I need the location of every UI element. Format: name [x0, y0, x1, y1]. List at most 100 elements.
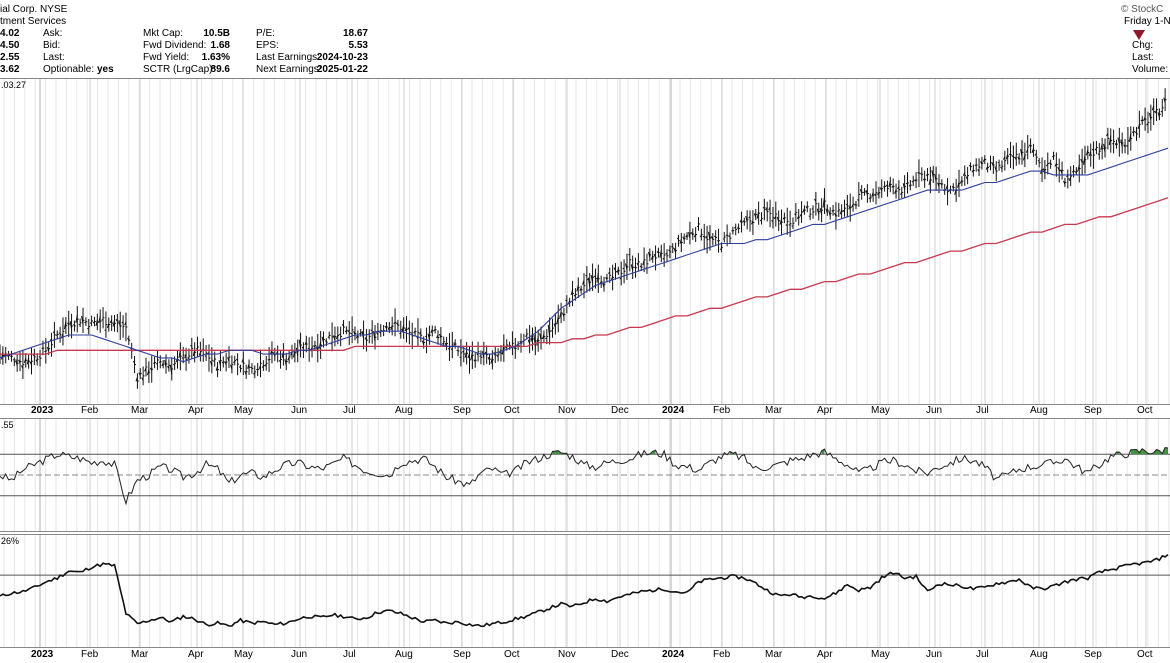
price-bar-open	[582, 280, 585, 285]
price-bar-open	[676, 237, 679, 240]
price-bar-open	[1117, 137, 1120, 144]
price-bar-open	[230, 364, 233, 369]
price-bar-open	[662, 257, 665, 260]
price-bar-open	[295, 347, 299, 356]
price-bar-open	[261, 366, 264, 368]
price-bar-open	[138, 372, 141, 376]
price-bar-open	[630, 264, 634, 271]
price-bar-open	[258, 365, 261, 370]
price-bar-open	[885, 184, 888, 187]
price-bar-open	[762, 206, 765, 209]
price-bar-open	[845, 203, 848, 206]
price-bar-open	[728, 235, 731, 238]
price-bar-open	[106, 323, 110, 329]
price-bar-open	[1083, 154, 1086, 165]
low-value: 2.55	[0, 52, 20, 63]
price-bar-open	[736, 226, 739, 229]
price-bar-open	[155, 362, 158, 365]
price-bar-open	[977, 169, 980, 172]
price-bar-open	[699, 235, 702, 238]
price-bar-open	[98, 316, 101, 324]
price-bar-open	[1085, 149, 1089, 156]
price-bar-open	[665, 252, 668, 255]
price-bar-open	[341, 324, 344, 327]
price-bar-open	[1022, 155, 1026, 161]
price-bar-open	[144, 367, 147, 372]
x-tick-label: Mar	[765, 405, 783, 416]
price-bar-open	[1031, 148, 1034, 153]
price-bar-open	[957, 181, 960, 188]
x-tick-label: Jul	[976, 649, 989, 660]
x-tick-label: Feb	[713, 405, 731, 416]
price-bar-open	[470, 351, 473, 360]
price-bar-open	[132, 360, 135, 363]
price-bar-open	[920, 173, 923, 175]
price-bar-open	[181, 357, 184, 359]
price-bar-open	[742, 220, 745, 223]
price-bar-open	[899, 192, 903, 195]
price-bar-open	[831, 209, 834, 212]
price-bar-open	[914, 179, 917, 182]
x-tick-label: Jul	[343, 649, 356, 660]
price-bar-open	[570, 289, 574, 296]
x-tick-label: May	[234, 405, 253, 416]
price-bar-open	[46, 346, 50, 352]
x-tick-label: Aug	[1030, 649, 1048, 660]
price-bar-open	[625, 263, 628, 271]
price-bar-open	[690, 231, 694, 236]
price-bar-open	[1154, 109, 1158, 114]
price-bar-open	[679, 239, 682, 244]
price-bar-open	[785, 223, 788, 226]
price-bar-open	[393, 321, 396, 325]
price-bar-open	[656, 250, 659, 253]
x-tick-label: Mar	[131, 649, 149, 660]
price-bar-open	[902, 183, 906, 190]
price-bar-open	[112, 319, 115, 327]
price-bar-open	[1091, 148, 1094, 152]
volume-label: Volume:	[1132, 64, 1169, 75]
price-bar-open	[146, 369, 150, 376]
x-tick-label: Oct	[1137, 649, 1153, 660]
price-bar-open	[854, 203, 857, 206]
sma-50-line	[0, 147, 1169, 363]
price-bar-open	[642, 260, 645, 266]
price-bar-open	[149, 367, 153, 371]
price-bar-open	[839, 209, 843, 215]
x-tick-label: Sep	[1084, 405, 1102, 416]
price-bar-open	[636, 262, 639, 266]
price-bar-open	[244, 370, 247, 376]
price-bar-open	[401, 324, 405, 332]
price-bar-open	[759, 219, 762, 222]
price-bar-open	[18, 359, 21, 364]
price-bar-open	[376, 332, 379, 335]
x-tick-label: Apr	[817, 405, 833, 416]
x-tick-label: Aug	[395, 649, 413, 660]
rsi-overbought-fill	[1130, 449, 1134, 455]
price-bar-open	[284, 359, 287, 366]
price-bar-open	[1094, 147, 1097, 151]
price-bar-open	[281, 351, 284, 358]
price-bar-open	[994, 166, 997, 172]
price-bar-open	[868, 197, 871, 199]
price-bar-open	[559, 311, 562, 318]
optionable-value: yes	[97, 64, 114, 75]
price-bar-open	[344, 330, 347, 333]
x-tick-label: Jun	[291, 649, 308, 660]
price-bar-open	[1080, 158, 1083, 163]
price-bar-open	[384, 325, 387, 329]
price-bar-open	[1143, 116, 1146, 121]
price-bar-open	[931, 170, 934, 178]
price-bar-open	[1000, 166, 1003, 170]
price-bar-open	[1112, 142, 1114, 145]
price-bar-open	[387, 326, 390, 330]
price-bar-open	[794, 213, 797, 216]
price-bar-open	[819, 208, 823, 216]
optionable-label: Optionable:	[43, 64, 95, 75]
price-bar-open	[751, 220, 754, 225]
price-bar-open	[773, 216, 777, 220]
price-bar-open	[513, 347, 516, 349]
x-tick-label: 2023	[31, 405, 54, 416]
price-bar-open	[267, 358, 270, 361]
x-tick-label: May	[871, 405, 890, 416]
price-bar-open	[115, 319, 118, 322]
